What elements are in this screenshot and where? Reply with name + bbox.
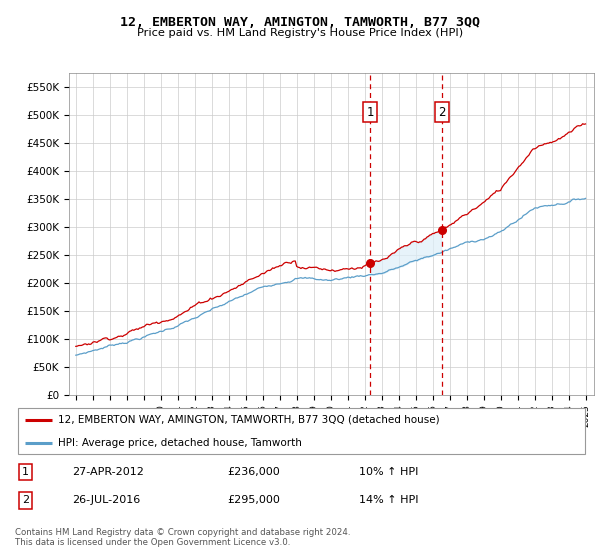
- Text: £295,000: £295,000: [227, 496, 280, 506]
- Text: 12, EMBERTON WAY, AMINGTON, TAMWORTH, B77 3QQ (detached house): 12, EMBERTON WAY, AMINGTON, TAMWORTH, B7…: [58, 414, 440, 424]
- Text: 26-JUL-2016: 26-JUL-2016: [73, 496, 140, 506]
- Text: 2: 2: [439, 105, 446, 119]
- Text: 10% ↑ HPI: 10% ↑ HPI: [359, 467, 418, 477]
- Text: Contains HM Land Registry data © Crown copyright and database right 2024.
This d: Contains HM Land Registry data © Crown c…: [15, 528, 350, 547]
- Text: 1: 1: [22, 467, 29, 477]
- Text: 1: 1: [367, 105, 374, 119]
- Text: 2: 2: [22, 496, 29, 506]
- Text: 12, EMBERTON WAY, AMINGTON, TAMWORTH, B77 3QQ: 12, EMBERTON WAY, AMINGTON, TAMWORTH, B7…: [120, 16, 480, 29]
- FancyBboxPatch shape: [18, 408, 585, 454]
- Text: 27-APR-2012: 27-APR-2012: [73, 467, 144, 477]
- Text: £236,000: £236,000: [227, 467, 280, 477]
- Text: HPI: Average price, detached house, Tamworth: HPI: Average price, detached house, Tamw…: [58, 438, 302, 448]
- Text: 14% ↑ HPI: 14% ↑ HPI: [359, 496, 418, 506]
- Text: Price paid vs. HM Land Registry's House Price Index (HPI): Price paid vs. HM Land Registry's House …: [137, 28, 463, 38]
